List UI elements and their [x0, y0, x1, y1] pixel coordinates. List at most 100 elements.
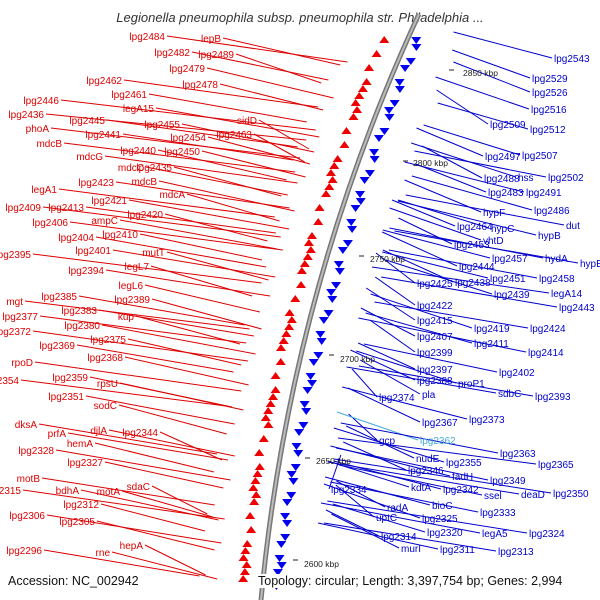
gene-label-right[interactable]: lpg2529 [532, 74, 568, 85]
gene-label-right[interactable]: lpg2483 [488, 188, 524, 199]
gene-label-right[interactable]: legA14 [551, 289, 583, 300]
gene-label-left[interactable]: lpg2420 [127, 210, 163, 221]
gene-label-left[interactable]: lpg2315 [0, 486, 21, 497]
gene-label-left[interactable]: lpg2354 [0, 376, 19, 387]
gene-label-right[interactable]: lpg2373 [469, 415, 505, 426]
gene-label-right[interactable]: lpg2346 [408, 466, 444, 477]
gene-label-right[interactable]: lpg2516 [531, 105, 567, 116]
gene-label-right[interactable]: lpg2491 [526, 188, 562, 199]
gene-label-left[interactable]: lpg2436 [8, 110, 44, 121]
gene-label-left[interactable]: lpg2406 [32, 218, 68, 229]
gene-label-right[interactable]: legA5 [482, 529, 508, 540]
gene-label-left[interactable]: sidD [237, 116, 257, 127]
gene-label-right[interactable]: nudE [416, 454, 440, 465]
gene-label-left[interactable]: phoA [26, 124, 50, 135]
gene-label-right[interactable]: lpg2438 [455, 278, 491, 289]
gene-label-left[interactable]: lpg2401 [75, 246, 111, 257]
gene-label-right[interactable]: lpg2393 [535, 392, 571, 403]
gene-label-left[interactable]: lpg2484 [129, 32, 165, 43]
gene-label-right[interactable]: lpg2411 [474, 339, 509, 350]
gene-label-left[interactable]: lpg2312 [63, 500, 99, 511]
gene-label-right[interactable]: uptC [376, 513, 397, 524]
gene-label-left[interactable]: lpg2306 [9, 511, 45, 522]
gene-label-right[interactable]: lpg2488 [484, 174, 520, 185]
gene-label-right[interactable]: lpg2507 [522, 151, 558, 162]
gene-label-left[interactable]: lpg2441 [85, 130, 121, 141]
gene-label-right[interactable]: pla [422, 390, 436, 401]
gene-label-left[interactable]: rpsU [97, 379, 118, 390]
gene-label-left[interactable]: motB [17, 474, 41, 485]
gene-label-right[interactable]: hydA [545, 254, 568, 265]
gene-label-left[interactable]: lpg2351 [48, 392, 84, 403]
gene-label-right[interactable]: lpg2444 [459, 262, 495, 273]
gene-label-right[interactable]: lpg2543 [554, 54, 590, 65]
gene-label-right[interactable]: lpg2443 [559, 303, 595, 314]
gene-label-right[interactable]: lpg2397 [417, 365, 453, 376]
gene-label-left[interactable]: lpg2478 [182, 80, 218, 91]
gene-label-left[interactable]: lpg2479 [169, 64, 205, 75]
gene-label-left[interactable]: lpg2435 [136, 163, 172, 174]
gene-label-left[interactable]: lpg2461 [111, 90, 147, 101]
gene-label-right[interactable]: lpg2451 [490, 274, 526, 285]
gene-label-right[interactable]: lpg2497 [485, 152, 521, 163]
gene-label-left[interactable]: lpg2446 [23, 96, 59, 107]
gene-label-right[interactable]: sdbC [498, 389, 521, 400]
gene-label-left[interactable]: lpg2404 [58, 233, 94, 244]
gene-label-left[interactable]: hepA [120, 541, 144, 552]
gene-label-left[interactable]: mdcB [131, 177, 157, 188]
gene-label-right[interactable]: bioC [432, 501, 453, 512]
gene-label-left[interactable]: lpg2454 [170, 133, 206, 144]
gene-label-right[interactable]: fadH [452, 472, 473, 483]
gene-label-left[interactable]: lpg2482 [154, 48, 190, 59]
gene-label-right[interactable]: lpg2414 [528, 348, 564, 359]
gene-label-right[interactable]: lpg2439 [494, 290, 530, 301]
gene-label-left[interactable]: mutT [142, 248, 165, 259]
gene-label-right[interactable]: lpg2324 [529, 529, 565, 540]
gene-label-right[interactable]: radA [387, 503, 408, 514]
gene-label-left[interactable]: lpg2385 [41, 292, 77, 303]
gene-label-left[interactable]: mdcC [118, 163, 144, 174]
gene-label-right[interactable]: hypE [580, 259, 600, 270]
gene-label-left[interactable]: prfA [48, 429, 67, 440]
gene-label-left[interactable]: legA15 [123, 104, 155, 115]
gene-label-right[interactable]: lpg2362 [420, 436, 456, 447]
gene-label-right[interactable]: dut [566, 221, 580, 232]
gene-label-right[interactable]: lpg2464 [457, 222, 493, 233]
gene-label-left[interactable]: lpg2463 [216, 130, 252, 141]
gene-label-right[interactable]: lpg2422 [417, 301, 453, 312]
gene-label-left[interactable]: lpg2423 [78, 178, 114, 189]
gene-label-left[interactable]: mdcA [159, 190, 185, 201]
gene-label-right[interactable]: lpg2509 [490, 120, 526, 131]
gene-label-right[interactable]: lpg2388 [417, 376, 453, 387]
gene-label-left[interactable]: rne [96, 548, 111, 559]
gene-label-right[interactable]: lpg2349 [490, 476, 526, 487]
gene-label-right[interactable]: lpg2457 [492, 254, 528, 265]
gene-label-right[interactable]: lpg2502 [548, 173, 584, 184]
gene-label-right[interactable]: kdtA [411, 483, 431, 494]
gene-label-left[interactable]: lpg2369 [39, 341, 75, 352]
gene-label-right[interactable]: proP1 [458, 379, 485, 390]
gene-label-left[interactable]: lpg2395 [0, 250, 31, 261]
gene-label-right[interactable]: lpg2334 [331, 485, 367, 496]
gene-label-right[interactable]: hypC [491, 224, 514, 235]
gene-label-left[interactable]: lpg2383 [61, 306, 97, 317]
gene-label-left[interactable]: rpoD [11, 358, 33, 369]
gene-label-left[interactable]: lpg2368 [87, 353, 123, 364]
gene-label-left[interactable]: lpg2409 [5, 203, 41, 214]
gene-label-right[interactable]: lpg2355 [446, 458, 482, 469]
gene-label-right[interactable]: hss [518, 173, 534, 184]
gene-label-left[interactable]: kup [118, 312, 135, 323]
gene-label-right[interactable]: ssel [484, 491, 502, 502]
gene-label-right[interactable]: lpg2402 [499, 368, 535, 379]
gene-label-right[interactable]: lpg2399 [417, 348, 453, 359]
gene-label-left[interactable]: lpg2344 [122, 428, 158, 439]
gene-label-right[interactable]: deaD [521, 490, 545, 501]
gene-label-right[interactable]: gcp [379, 436, 396, 447]
gene-label-left[interactable]: lpg2462 [86, 76, 122, 87]
gene-label-right[interactable]: lpg2415 [417, 316, 453, 327]
gene-label-left[interactable]: mgt [6, 297, 23, 308]
gene-label-left[interactable]: lpg2421 [91, 196, 127, 207]
gene-label-right[interactable]: lpg2407 [417, 332, 453, 343]
gene-label-left[interactable]: lpg2389 [114, 295, 150, 306]
gene-label-right[interactable]: lpg2486 [534, 206, 570, 217]
